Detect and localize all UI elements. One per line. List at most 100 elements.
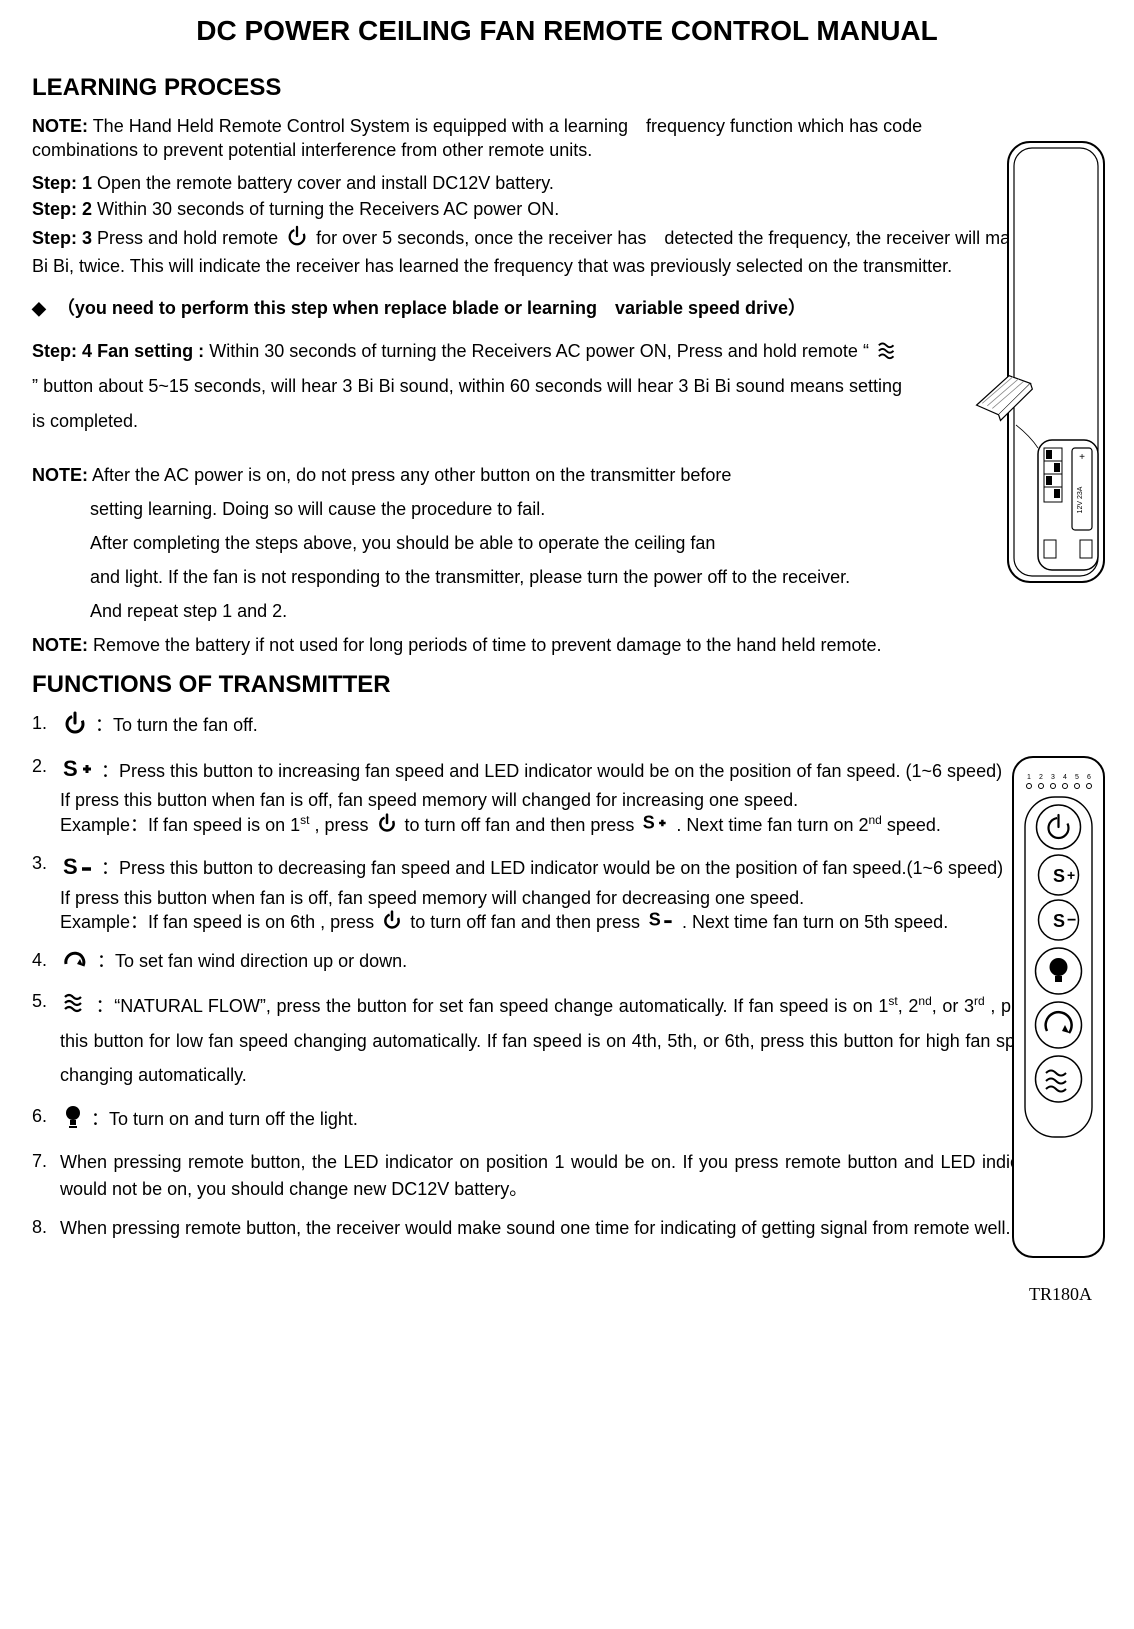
svg-text:S: S	[63, 756, 78, 781]
func-item-5: 5. ：“NATURAL FLOW”, press the button for…	[32, 989, 1102, 1093]
svg-text:+: +	[1079, 452, 1085, 463]
func-text: speed.	[887, 815, 941, 835]
func-num: 7.	[32, 1149, 60, 1173]
func-item-8: 8. When pressing remote button, the rece…	[32, 1215, 1102, 1242]
step-label: Step: 3	[32, 228, 92, 248]
func-text: ：To turn the fan off.	[95, 715, 258, 735]
func-text: , press	[315, 815, 374, 835]
step-text-b: ” button about 5~15 seconds, will hear 3…	[32, 376, 902, 430]
func-item-7: 7. When pressing remote button, the LED …	[32, 1149, 1102, 1203]
func-body: ：To turn on and turn off the light.	[60, 1104, 1050, 1136]
svg-text:S: S	[649, 910, 661, 930]
func-body: S ：Press this button to decreasing fan s…	[60, 851, 1030, 936]
s-minus-icon: S	[648, 911, 674, 935]
power-icon	[377, 813, 397, 839]
func-item-3: 3. S ：Press this button to decreasing fa…	[32, 851, 1102, 936]
step-text-a: Within 30 seconds of turning the Receive…	[209, 341, 874, 361]
step-text: Open the remote battery cover and instal…	[97, 173, 554, 193]
func-text: to turn off fan and then press	[410, 912, 640, 932]
note-2: NOTE: After the AC power is on, do not p…	[32, 458, 1012, 629]
func-text: . Next time fan turn on 5th speed.	[682, 912, 948, 932]
power-icon	[286, 225, 308, 253]
diamond-note: （you need to perform this step when repl…	[32, 290, 902, 326]
note-label: NOTE:	[32, 465, 88, 485]
svg-text:S: S	[1053, 866, 1065, 886]
func-body: When pressing remote button, the LED ind…	[60, 1149, 1050, 1203]
direction-icon	[63, 948, 89, 976]
power-icon	[382, 910, 402, 936]
svg-text:12V 23A: 12V 23A	[1077, 486, 1084, 513]
func-text: . Next time fan turn on 2	[676, 815, 868, 835]
func-text: If press this button when fan is off, fa…	[60, 788, 798, 812]
func-num: 4.	[32, 948, 60, 972]
step-2: Step: 2 Within 30 seconds of turning the…	[32, 197, 1102, 221]
svg-text:S: S	[63, 854, 78, 879]
light-icon	[63, 1104, 83, 1136]
func-text: ：Press this button to decreasing fan spe…	[101, 858, 1003, 878]
step-label: Step: 2	[32, 199, 92, 219]
svg-text:S: S	[1053, 911, 1065, 931]
page-title: DC POWER CEILING FAN REMOTE CONTROL MANU…	[32, 12, 1102, 50]
note-line: After the AC power is on, do not press a…	[92, 465, 731, 485]
step-text-a: Press and hold remote	[97, 228, 283, 248]
section-functions-heading: FUNCTIONS OF TRANSMITTER	[32, 669, 1102, 701]
func-num: 5.	[32, 989, 60, 1013]
wave-icon	[63, 990, 87, 1024]
svg-text:−: −	[1067, 912, 1076, 929]
func-text: Example：If fan speed is on 1	[60, 815, 300, 835]
remote-front-illustration: 1 2 3 4 5 6 S + S	[1011, 755, 1106, 1275]
note-line: setting learning. Doing so will cause th…	[32, 492, 545, 526]
step-text: Within 30 seconds of turning the Receive…	[97, 199, 559, 219]
svg-text:5: 5	[1075, 774, 1079, 781]
s-plus-icon: S	[642, 814, 668, 838]
func-body: ：To turn the fan off.	[60, 711, 1050, 741]
note-line: and light. If the fan is not responding …	[32, 560, 850, 594]
svg-text:6: 6	[1087, 774, 1091, 781]
func-num: 1.	[32, 711, 60, 735]
note-line: And repeat step 1 and 2.	[32, 594, 287, 628]
step-3: Step: 3 Press and hold remote for over 5…	[32, 225, 1102, 278]
func-text: When pressing remote button, the receive…	[60, 1218, 1010, 1238]
func-num: 2.	[32, 754, 60, 778]
func-text: If press this button when fan is off, fa…	[60, 886, 804, 910]
note-3: NOTE: Remove the battery if not used for…	[32, 633, 1102, 657]
func-item-2: 2. S ：Press this button to increasing fa…	[32, 754, 1102, 840]
model-label: TR180A	[1029, 1282, 1092, 1306]
step-label: Step: 4 Fan setting :	[32, 341, 204, 361]
s-plus-icon: S	[63, 758, 93, 786]
section-learning-heading: LEARNING PROCESS	[32, 72, 1102, 104]
svg-text:1: 1	[1027, 774, 1031, 781]
note-line: After completing the steps above, you sh…	[32, 526, 715, 560]
func-body: When pressing remote button, the receive…	[60, 1215, 1050, 1242]
func-text: to turn off fan and then press	[405, 815, 640, 835]
note-1: NOTE: The Hand Held Remote Control Syste…	[32, 114, 992, 163]
func-text: ：To turn on and turn off the light.	[91, 1109, 358, 1129]
func-num: 3.	[32, 851, 60, 875]
func-item-1: 1. ：To turn the fan off.	[32, 711, 1102, 741]
note-label: NOTE:	[32, 116, 88, 136]
remote-back-illustration: 12V 23A +	[946, 140, 1106, 620]
page: DC POWER CEILING FAN REMOTE CONTROL MANU…	[0, 0, 1134, 1629]
svg-text:2: 2	[1039, 774, 1043, 781]
func-text: When pressing remote button, the LED ind…	[60, 1152, 1050, 1199]
func-text: ：“NATURAL FLOW”, press the button for se…	[96, 996, 889, 1016]
func-num: 8.	[32, 1215, 60, 1239]
func-body: S ：Press this button to increasing fan s…	[60, 754, 1030, 840]
func-text: ：To set fan wind direction up or down.	[97, 951, 407, 971]
func-text: Example：If fan speed is on 6th , press	[60, 912, 379, 932]
func-body: ：To set fan wind direction up or down.	[60, 948, 1050, 976]
func-body: ：“NATURAL FLOW”, press the button for se…	[60, 989, 1045, 1093]
svg-text:3: 3	[1051, 774, 1055, 781]
note-text: Remove the battery if not used for long …	[93, 635, 881, 655]
step-1: Step: 1 Open the remote battery cover an…	[32, 171, 1102, 195]
power-icon	[63, 711, 87, 741]
s-minus-icon: S	[63, 856, 93, 884]
func-text: ：Press this button to increasing fan spe…	[101, 761, 1002, 781]
wave-icon	[877, 335, 899, 369]
step-label: Step: 1	[32, 173, 92, 193]
note-text: The Hand Held Remote Control System is e…	[32, 116, 922, 160]
svg-text:4: 4	[1063, 774, 1067, 781]
func-item-4: 4. ：To set fan wind direction up or down…	[32, 948, 1102, 976]
svg-text:S: S	[643, 813, 655, 833]
note-label: NOTE:	[32, 635, 88, 655]
